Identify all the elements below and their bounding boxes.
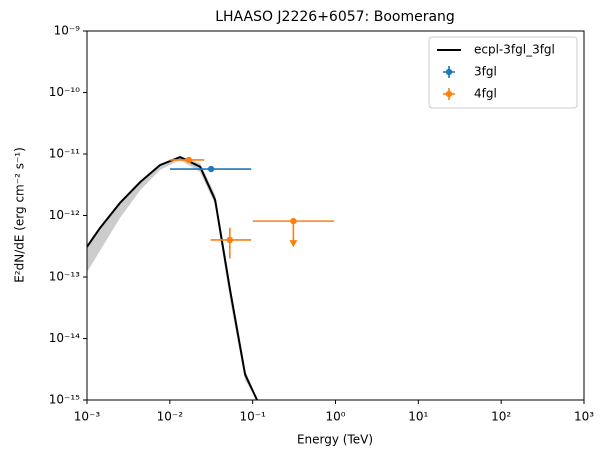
data-point xyxy=(290,217,297,225)
legend-swatch xyxy=(445,90,453,98)
y-tick-label: 10⁻¹³ xyxy=(49,270,80,284)
x-tick-label: 10⁻³ xyxy=(74,410,101,424)
x-tick-label: 10¹ xyxy=(408,410,428,424)
x-tick-label: 10⁻² xyxy=(157,410,184,424)
upper-limit-arrow xyxy=(289,240,298,248)
x-axis-label: Energy (TeV) xyxy=(297,433,373,447)
y-tick-label: 10⁻¹⁵ xyxy=(49,393,80,407)
data-point xyxy=(226,236,234,244)
legend-swatch xyxy=(445,68,453,76)
y-tick-label: 10⁻¹⁰ xyxy=(49,85,80,99)
x-tick-label: 10⁻¹ xyxy=(239,410,266,424)
y-axis-label: E²dN/dE (erg cm⁻² s⁻¹) xyxy=(13,147,27,283)
model-line xyxy=(87,156,258,400)
y-tick-label: 10⁻¹¹ xyxy=(49,147,80,161)
y-tick-label: 10⁻¹² xyxy=(49,208,80,222)
chart-title: LHAASO J2226+6057: Boomerang xyxy=(215,9,455,25)
x-tick-label: 10² xyxy=(491,410,511,424)
plot-area xyxy=(87,155,335,400)
y-tick-label: 10⁻¹⁴ xyxy=(49,331,80,345)
legend-label: 3fgl xyxy=(474,65,497,79)
plot-frame xyxy=(86,30,585,401)
legend-label: 4fgl xyxy=(474,87,497,101)
legend-box xyxy=(428,36,578,109)
x-tick-label: 10⁰ xyxy=(325,410,345,424)
legend-label: ecpl-3fgl_3fgl xyxy=(474,43,555,57)
data-point xyxy=(207,165,215,173)
y-tick-label: 10⁻⁹ xyxy=(54,24,81,38)
data-point xyxy=(185,156,193,164)
confidence-band xyxy=(87,155,258,400)
x-tick-label: 10³ xyxy=(574,410,594,424)
